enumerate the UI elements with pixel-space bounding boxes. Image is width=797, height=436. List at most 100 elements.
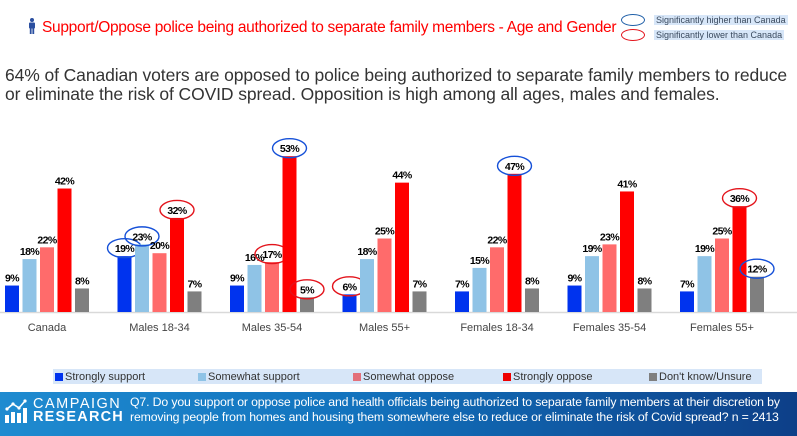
bar-4-4 [525,288,539,312]
bar-1-2 [247,264,262,312]
data-label: 22% [37,234,57,246]
data-label: 47% [505,161,525,173]
data-label: 19% [582,243,602,255]
bar-1-4 [472,267,487,312]
data-label: 7% [413,278,428,290]
data-label: 41% [617,178,637,190]
data-label: 32% [167,205,187,217]
significance-oval-higher [739,258,775,279]
bar-2-6 [715,238,729,312]
logo-line2: RESEARCH [33,409,124,425]
significance-oval-lower [721,187,758,209]
bar-3-2 [282,156,297,312]
campaign-research-logo: CAMPAIGN RESEARCH [4,396,124,425]
data-label: 18% [357,246,377,258]
significance-higher: Significantly higher than Canada [621,12,788,27]
person-icon [28,18,36,39]
summary-text: 64% of Canadian voters are opposed to po… [5,65,788,104]
x-tick-label: Females 18-34 [460,322,533,334]
bar-3-1 [170,217,184,312]
data-label: 25% [712,226,732,238]
legend-label: Strongly support [65,370,146,383]
logo-line1: CAMPAIGN [33,396,122,412]
bar-4-5 [637,288,652,312]
significance-oval-higher [124,226,160,247]
legend-label: Strongly oppose [513,370,593,383]
bar-0-0 [5,285,19,312]
significance-lower-label: Significantly lower than Canada [654,29,785,40]
significance-oval-higher [496,155,533,177]
legend-item-strongly-support: Strongly support [55,371,145,383]
chart-legend: Strongly support Somewhat support Somewh… [53,369,762,384]
bar-3-3 [395,182,409,312]
data-label: 20% [150,240,170,252]
significance-legend: Significantly higher than Canada Signifi… [621,12,788,42]
bar-2-1 [152,253,167,312]
legend-swatch [649,372,657,381]
x-tick-label: Males 18-34 [129,322,190,334]
bar-3-6 [732,206,747,312]
data-label: 23% [600,231,620,243]
bar-1-5 [585,256,599,312]
x-tick-label: Canada [28,322,67,334]
data-label: 19% [695,243,715,255]
bar-1-6 [697,256,712,312]
bar-0-3 [342,294,357,312]
bar-0-1 [117,256,132,312]
bar-3-4 [507,173,522,312]
legend-item-dont-know: Don't know/Unsure [649,371,752,383]
data-label: 17% [262,249,282,261]
bar-4-1 [187,291,202,312]
bar-0-2 [230,285,244,312]
significance-higher-label: Significantly higher than Canada [654,14,788,25]
blue-oval-icon [621,13,645,26]
significance-oval-lower [159,199,195,221]
data-label: 8% [638,275,653,287]
x-tick-label: Males 35-54 [242,322,303,334]
bar-1-0 [22,259,37,312]
logo-chart-icon [5,399,27,423]
data-label: 23% [132,231,152,243]
data-label: 7% [188,278,203,290]
data-label: 9% [5,273,20,285]
significance-oval-lower [289,279,325,300]
bar-4-0 [75,288,89,312]
data-label: 25% [375,226,395,238]
bar-3-5 [620,191,634,312]
legend-item-somewhat-oppose: Somewhat oppose [353,371,454,383]
legend-label: Somewhat support [208,370,300,383]
data-label: 7% [680,278,695,290]
data-label: 8% [525,275,540,287]
data-label: 9% [568,273,583,285]
legend-swatch [198,372,206,381]
legend-swatch [503,372,511,381]
title-text: Support/Oppose police being authorized t… [42,19,617,36]
legend-label: Don't know/Unsure [659,370,752,383]
legend-item-somewhat-support: Somewhat support [198,371,300,383]
data-label: 42% [55,176,75,188]
data-label: 53% [280,143,300,155]
data-label: 19% [115,243,135,255]
data-label: 15% [470,255,490,267]
data-label: 6% [343,281,358,293]
footer-banner: CAMPAIGN RESEARCH Q7. Do you support or … [0,392,797,436]
bar-4-3 [412,291,427,312]
data-label: 5% [300,284,315,296]
data-label: 7% [455,278,470,290]
bar-1-1 [135,244,149,312]
significance-oval-higher [271,137,308,159]
data-label: 8% [75,275,90,287]
bar-3-0 [57,188,72,312]
legend-swatch [55,372,63,381]
bar-1-3 [360,259,374,312]
data-label: 22% [487,234,507,246]
bar-4-6 [750,276,764,312]
x-tick-label: Females 55+ [690,322,754,334]
data-label: 44% [392,170,412,182]
bar-2-0 [40,247,54,312]
bar-2-5 [602,244,617,312]
bar-2-2 [265,262,279,312]
slide-title: Support/Oppose police being authorized t… [28,18,617,39]
red-oval-icon [621,28,645,41]
